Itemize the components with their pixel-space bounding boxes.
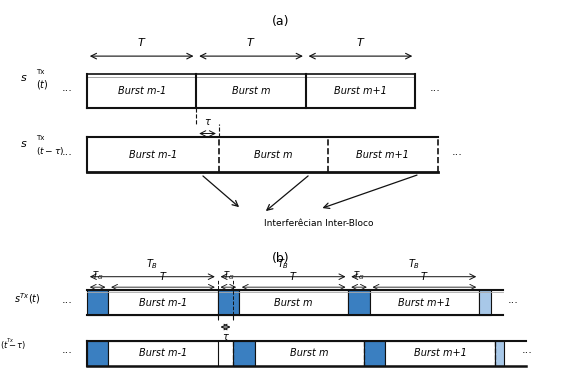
Bar <box>108 290 218 315</box>
Text: ···: ··· <box>521 348 532 358</box>
Text: $T$: $T$ <box>289 270 298 282</box>
Text: Burst m+1: Burst m+1 <box>398 298 451 308</box>
Text: Burst m+1: Burst m+1 <box>356 150 410 160</box>
Text: ···: ··· <box>62 86 73 96</box>
Text: Burst m+1: Burst m+1 <box>334 86 387 96</box>
Text: ···: ··· <box>62 298 73 308</box>
Text: $s^{Tx}(t)$: $s^{Tx}(t)$ <box>14 291 40 307</box>
Text: $T_B$: $T_B$ <box>146 257 158 271</box>
Text: $(t)$: $(t)$ <box>36 78 49 91</box>
Text: $T$: $T$ <box>246 36 256 48</box>
Text: Burst m-1: Burst m-1 <box>117 86 166 96</box>
Text: $\tau$: $\tau$ <box>204 117 211 127</box>
Bar <box>479 290 491 315</box>
Bar <box>239 290 348 315</box>
Text: ···: ··· <box>62 348 73 358</box>
Bar <box>233 341 255 366</box>
Text: ···: ··· <box>452 150 463 160</box>
Text: Tx: Tx <box>36 69 45 75</box>
Bar <box>218 290 239 315</box>
Text: $T_G$: $T_G$ <box>353 269 365 282</box>
Bar <box>255 341 364 366</box>
Text: Tx: Tx <box>36 135 45 141</box>
Text: $s$: $s$ <box>20 73 27 83</box>
Bar <box>370 290 479 315</box>
Text: Burst m-1: Burst m-1 <box>128 150 177 160</box>
Bar <box>87 290 108 315</box>
Text: $T_B$: $T_B$ <box>277 257 289 271</box>
Text: ···: ··· <box>429 86 440 96</box>
Bar <box>495 341 504 366</box>
Bar <box>87 341 108 366</box>
Text: Burst m: Burst m <box>254 150 293 160</box>
Text: $T$: $T$ <box>159 270 167 282</box>
Text: Interferêcian Inter-Bloco: Interferêcian Inter-Bloco <box>264 219 373 228</box>
Text: Burst m: Burst m <box>274 298 313 308</box>
Text: ···: ··· <box>62 150 73 160</box>
Text: Burst m-1: Burst m-1 <box>139 298 187 308</box>
Text: Burst m: Burst m <box>290 348 329 358</box>
Text: $T_G$: $T_G$ <box>223 269 234 282</box>
Text: $\tau$: $\tau$ <box>222 332 229 342</box>
Text: (a): (a) <box>272 15 289 29</box>
Text: $T_G$: $T_G$ <box>92 269 103 282</box>
Text: (b): (b) <box>272 252 289 265</box>
Bar <box>364 341 385 366</box>
Text: $T$: $T$ <box>420 270 429 282</box>
Text: $^{Tx}$: $^{Tx}$ <box>6 337 13 344</box>
Text: $T$: $T$ <box>137 36 146 48</box>
Bar <box>108 341 218 366</box>
Text: $(t - \tau)$: $(t - \tau)$ <box>0 339 26 351</box>
Text: Burst m-1: Burst m-1 <box>139 348 187 358</box>
Text: Burst m+1: Burst m+1 <box>413 348 467 358</box>
Text: $T$: $T$ <box>356 36 365 48</box>
Bar <box>348 290 370 315</box>
Text: $T_B$: $T_B$ <box>408 257 420 271</box>
Bar <box>385 341 495 366</box>
Text: ···: ··· <box>508 298 519 308</box>
Text: $(t − \tau)$: $(t − \tau)$ <box>36 145 65 157</box>
Text: Burst m: Burst m <box>232 86 270 96</box>
Text: $s$: $s$ <box>20 139 27 149</box>
